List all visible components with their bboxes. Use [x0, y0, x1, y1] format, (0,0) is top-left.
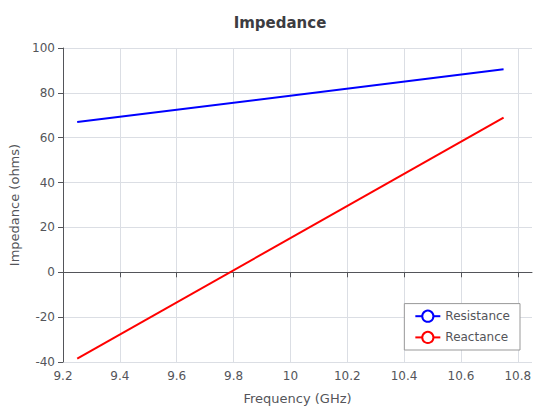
svg-text:Resistance: Resistance: [445, 309, 510, 323]
svg-text:9.2: 9.2: [53, 369, 72, 383]
svg-text:0: 0: [47, 265, 55, 279]
svg-text:10.2: 10.2: [334, 369, 361, 383]
svg-text:Frequency (GHz): Frequency (GHz): [243, 391, 351, 406]
svg-text:10.8: 10.8: [504, 369, 531, 383]
svg-text:60: 60: [40, 131, 55, 145]
svg-text:80: 80: [40, 86, 55, 100]
svg-text:20: 20: [40, 220, 55, 234]
svg-text:10.4: 10.4: [391, 369, 418, 383]
svg-text:9.8: 9.8: [224, 369, 243, 383]
svg-text:10: 10: [283, 369, 298, 383]
svg-text:100: 100: [32, 41, 55, 55]
svg-text:Impedance (ohms): Impedance (ohms): [7, 144, 22, 266]
svg-text:10.6: 10.6: [448, 369, 475, 383]
svg-text:9.4: 9.4: [110, 369, 129, 383]
svg-text:Impedance: Impedance: [234, 14, 327, 32]
svg-text:-40: -40: [35, 355, 55, 369]
svg-text:Reactance: Reactance: [445, 330, 508, 344]
svg-text:-20: -20: [35, 310, 55, 324]
svg-text:9.6: 9.6: [167, 369, 186, 383]
svg-text:40: 40: [40, 176, 55, 190]
